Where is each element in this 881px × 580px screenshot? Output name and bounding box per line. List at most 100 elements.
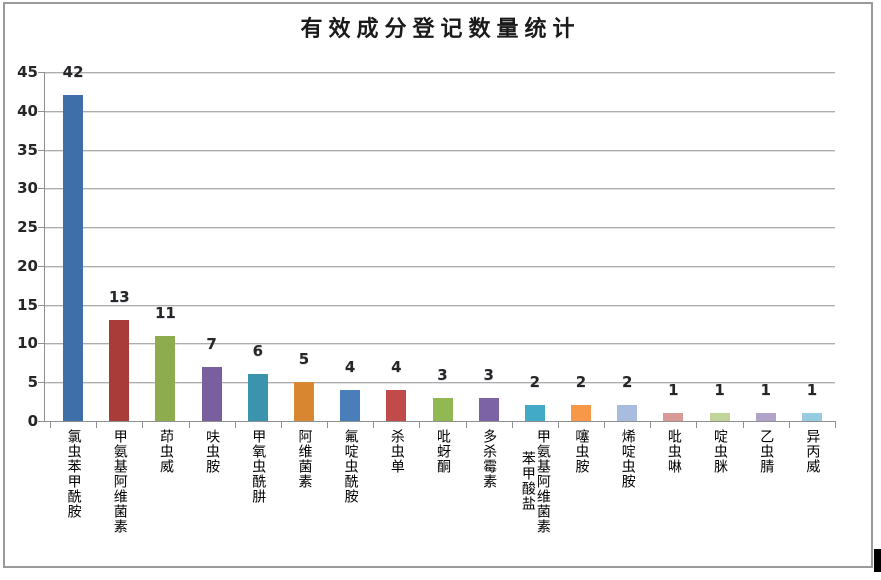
bar xyxy=(755,413,776,421)
y-axis-tick xyxy=(38,227,44,229)
x-axis-tick xyxy=(234,422,236,428)
x-axis-label: 阿维菌素 xyxy=(296,429,313,489)
gridline xyxy=(44,343,835,345)
x-axis-label: 甲氧虫酰肼 xyxy=(250,429,267,504)
x-axis-label-column: 苯甲酸盐 xyxy=(519,451,536,511)
y-tick-label: 20 xyxy=(17,256,38,275)
x-axis-tick xyxy=(373,422,375,428)
gridline xyxy=(44,304,835,306)
bar-value-label: 6 xyxy=(252,342,263,361)
y-axis-line xyxy=(44,72,45,422)
x-axis-label-column: 甲氨基阿维菌素 xyxy=(534,429,551,534)
y-tick-label: 35 xyxy=(17,140,38,159)
x-axis-label: 杀虫单 xyxy=(388,429,405,474)
x-axis-tick xyxy=(465,422,467,428)
gridline-shadow xyxy=(44,189,835,191)
x-axis-label: 多杀霉素 xyxy=(481,429,498,489)
bar-value-label: 3 xyxy=(437,365,448,384)
y-tick-label: 45 xyxy=(17,63,38,81)
x-axis-label: 甲氨基阿维菌素 苯甲酸盐 xyxy=(519,429,551,534)
gridline-shadow xyxy=(44,383,835,385)
bar-value-label: 1 xyxy=(668,381,679,400)
bar xyxy=(617,405,638,421)
bar-value-label: 42 xyxy=(62,63,84,82)
bar xyxy=(155,335,176,421)
x-axis-tick xyxy=(696,422,698,428)
gridline-shadow xyxy=(44,73,835,74)
bar xyxy=(571,405,592,421)
x-axis-label: 吡虫啉 xyxy=(665,429,682,474)
x-axis-tick xyxy=(188,422,190,428)
chart-frame-border xyxy=(3,2,873,568)
y-axis-tick xyxy=(38,382,44,384)
gridline xyxy=(44,188,835,190)
x-axis-tick xyxy=(142,422,144,428)
x-axis-tick xyxy=(835,422,836,428)
x-axis-label: 氟啶虫酰胺 xyxy=(342,429,359,504)
x-axis-label: 乙虫腈 xyxy=(758,429,775,474)
gridline-shadow xyxy=(44,266,835,268)
x-axis-tick xyxy=(604,422,606,428)
gridline xyxy=(44,110,835,112)
y-tick-label: 15 xyxy=(17,295,38,314)
y-axis-tick xyxy=(38,421,44,422)
x-axis-label: 呋虫胺 xyxy=(204,429,221,474)
gridline xyxy=(44,72,835,73)
bar xyxy=(386,389,407,421)
x-axis-tick xyxy=(96,422,98,428)
bar xyxy=(340,389,361,421)
y-tick-label: 40 xyxy=(17,101,38,120)
y-tick-label: 5 xyxy=(27,373,38,392)
y-axis-tick xyxy=(38,149,44,151)
bar xyxy=(663,413,684,421)
x-axis-tick xyxy=(650,422,652,428)
bar xyxy=(63,95,84,421)
y-tick-label: 0 xyxy=(27,412,38,430)
bar xyxy=(432,397,453,421)
bar xyxy=(247,374,268,421)
gridline xyxy=(44,265,835,267)
x-axis-label: 烯啶虫胺 xyxy=(619,429,636,489)
y-tick-label: 10 xyxy=(17,334,38,353)
x-axis-tick xyxy=(557,422,559,428)
bar-value-label: 1 xyxy=(806,381,818,400)
x-axis-tick xyxy=(280,422,282,428)
bar xyxy=(109,320,130,421)
bar-value-label: 1 xyxy=(760,381,771,400)
gridline xyxy=(44,149,835,151)
bar-value-label: 1 xyxy=(714,381,725,400)
selection-cursor-artifact xyxy=(874,549,881,572)
bar-value-label: 7 xyxy=(206,334,217,353)
gridline-shadow xyxy=(44,305,835,307)
bar-value-label: 11 xyxy=(155,303,176,322)
bar xyxy=(524,405,545,421)
bar-value-label: 2 xyxy=(529,373,541,392)
x-axis-label: 异丙威 xyxy=(804,429,821,474)
y-axis-tick xyxy=(38,110,44,112)
bar-value-label: 5 xyxy=(298,350,310,369)
bar-value-label: 2 xyxy=(621,373,633,392)
x-axis-tick xyxy=(50,422,51,428)
y-axis-tick xyxy=(38,72,44,73)
gridline-shadow xyxy=(44,344,835,346)
x-axis-label: 吡蚜酮 xyxy=(435,429,451,474)
x-axis-label: 啶虫脒 xyxy=(712,429,729,474)
bar-value-label: 3 xyxy=(483,365,494,384)
y-axis-tick xyxy=(38,265,44,267)
x-axis-tick xyxy=(511,422,513,428)
x-axis-tick xyxy=(419,422,421,428)
y-axis-tick xyxy=(38,188,44,190)
bar xyxy=(709,413,730,421)
x-axis-label: 氯虫苯甲酰胺 xyxy=(65,429,82,519)
x-axis-line xyxy=(44,421,836,422)
y-tick-label: 30 xyxy=(17,179,38,198)
x-axis-label: 甲氨基阿维菌素 xyxy=(111,429,128,534)
y-tick-label: 25 xyxy=(17,218,38,237)
bar xyxy=(201,366,222,421)
bar xyxy=(293,382,314,421)
gridline-shadow xyxy=(44,150,835,152)
x-axis-tick xyxy=(742,422,744,428)
gridline xyxy=(44,382,835,384)
bar-value-label: 4 xyxy=(344,357,356,376)
